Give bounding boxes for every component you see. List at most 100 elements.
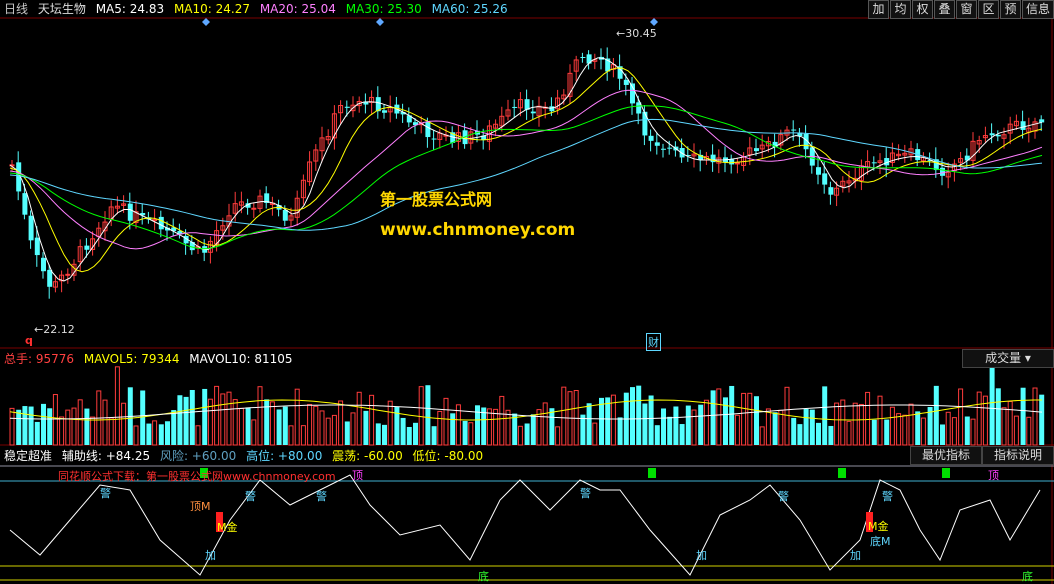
volume-bar [995, 388, 1001, 445]
volume-bar [673, 406, 679, 445]
q-marker: q [25, 334, 33, 347]
volume-bar [846, 420, 852, 446]
volume-bar [784, 386, 790, 446]
candle-body [896, 153, 902, 157]
volume-bar [481, 407, 487, 445]
volume-bar [338, 400, 344, 446]
volume-bar [202, 388, 208, 445]
candle-body [177, 230, 183, 235]
candle-body [400, 111, 406, 115]
toolbar-overlay-button[interactable]: 叠 [934, 0, 955, 19]
candle-body [889, 152, 895, 163]
candle-body [982, 135, 988, 139]
shock-value: 震荡: -60.00 [332, 449, 403, 463]
watermark-title: 第一股票公式网 [380, 190, 493, 209]
volume-bar [945, 411, 951, 446]
candle-body [747, 147, 753, 156]
candle-body [307, 161, 313, 183]
stock-name: 天坛生物 [37, 2, 86, 16]
candle-body [989, 133, 995, 136]
indicator-name[interactable]: 稳定超准 [4, 449, 53, 463]
volume-bar [52, 394, 58, 446]
signal-block [942, 468, 950, 478]
indicator-help-button[interactable]: 指标说明 [982, 446, 1054, 465]
candle-body [382, 110, 387, 113]
candle-body [573, 59, 579, 72]
volume-bar [889, 406, 895, 446]
toolbar-window-button[interactable]: 窗 [956, 0, 977, 19]
ma10-line [9, 67, 1043, 273]
volume-bar [152, 420, 158, 446]
toolbar-info-button[interactable]: 信息 [1022, 0, 1054, 19]
candle-body [28, 215, 34, 241]
candle-body [970, 140, 976, 161]
volume-bar [778, 409, 784, 446]
volume-bar [852, 402, 858, 446]
volume-bar [319, 410, 325, 446]
volume-bar [9, 407, 15, 446]
candle-body [654, 142, 660, 146]
volume-bar [220, 393, 226, 446]
candle-body [778, 134, 784, 146]
volume-bar [165, 421, 170, 445]
event-diamond-icon [376, 18, 384, 26]
dingM-label: 顶M [190, 500, 211, 513]
volume-bar [394, 406, 400, 445]
candle-body [1039, 119, 1045, 123]
candle-body [171, 227, 177, 232]
volume-bar [375, 423, 381, 445]
toolbar-add-button[interactable]: 加 [868, 0, 889, 19]
candle-body [220, 225, 226, 231]
volume-bar [828, 425, 834, 445]
volume-bar [425, 385, 431, 445]
period-label[interactable]: 日线 [4, 2, 29, 16]
candle-body [183, 235, 189, 244]
watermark-url: www.chnmoney.com [380, 220, 576, 240]
volume-bar [462, 420, 468, 445]
candle-body [133, 211, 139, 224]
volume-bar [294, 388, 300, 446]
candle-body [121, 203, 127, 206]
volume-bar [257, 386, 263, 446]
volume-bars [9, 366, 1045, 446]
volume-bar [418, 386, 424, 446]
volume-bar [251, 419, 257, 446]
candle-body [561, 94, 567, 100]
volume-bar [741, 392, 747, 446]
candle-body [772, 141, 778, 148]
jia-label: 加 [696, 549, 707, 562]
volume-bar [822, 386, 828, 445]
volume-bar [108, 417, 114, 446]
candle-body [350, 104, 356, 112]
toolbar-forecast-button[interactable]: 预 [1000, 0, 1021, 19]
candle-body [481, 135, 487, 140]
volume-bar [214, 385, 220, 446]
volume-bar [772, 412, 778, 445]
volume-bar [437, 410, 443, 446]
low-price-label: ←22.12 [34, 323, 75, 336]
volume-bar [276, 409, 282, 445]
volume-bar [475, 405, 480, 445]
volume-bar [617, 417, 623, 445]
volume-bar [791, 417, 797, 445]
volume-bar [133, 425, 139, 446]
toolbar-average-button[interactable]: 均 [890, 0, 911, 19]
volume-bar [47, 408, 53, 445]
volume-bar [573, 390, 579, 446]
best-indicator-button[interactable]: 最优指标 [910, 446, 982, 465]
volume-bar [951, 417, 957, 446]
candle-body [716, 157, 722, 164]
volume-bar [654, 425, 660, 445]
candle-body [375, 97, 381, 112]
volume-bar [716, 388, 722, 446]
candle-body [331, 113, 337, 139]
finance-marker[interactable]: 财 [646, 333, 661, 351]
candle-body [816, 167, 821, 175]
toolbar-range-button[interactable]: 区 [978, 0, 999, 19]
signal-block [648, 468, 656, 478]
volume-indicator-dropdown[interactable]: 成交量 ▾ [962, 349, 1054, 368]
candle-body [846, 180, 852, 184]
volume-bar [1026, 416, 1032, 446]
toolbar-rights-button[interactable]: 权 [912, 0, 933, 19]
